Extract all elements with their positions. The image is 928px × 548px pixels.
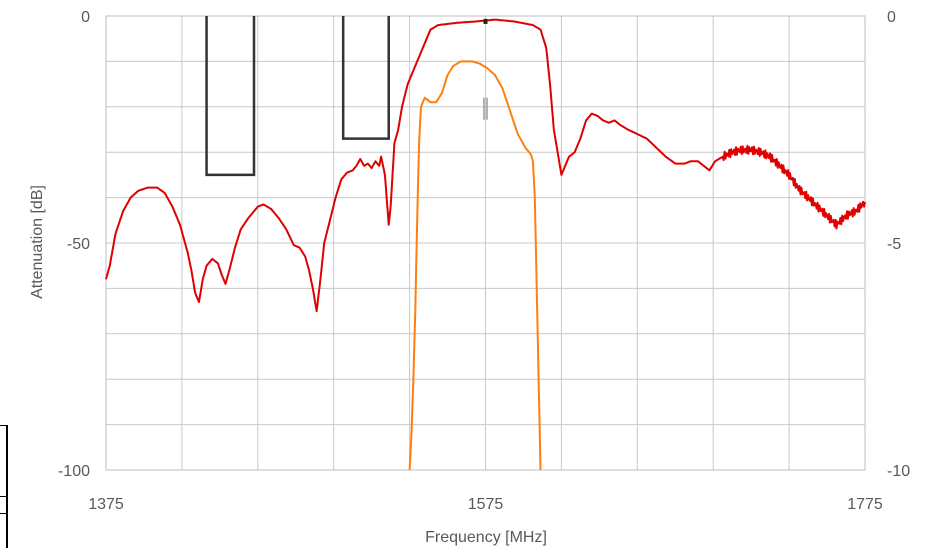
- x-tick-label: 1775: [847, 496, 883, 513]
- y-tick-label: -100: [58, 463, 90, 480]
- spec-mask: [205, 16, 256, 177]
- y2-tick-label: -5: [887, 236, 901, 253]
- y2-tick-label: -10: [887, 463, 910, 480]
- center-marker-top: [483, 18, 488, 24]
- edge-fragment: [0, 425, 8, 548]
- center-markers: [483, 18, 488, 120]
- y-tick-label: -50: [67, 236, 90, 253]
- x-axis-label: Frequency [MHz]: [425, 529, 547, 546]
- series-passband: [408, 60, 542, 471]
- grid: [105, 15, 866, 471]
- spec-masks: [205, 16, 390, 177]
- y-tick-label: 0: [81, 9, 90, 26]
- plot-frame: [105, 15, 866, 471]
- x-tick-label: 1375: [88, 496, 124, 513]
- spec-mask: [341, 16, 390, 140]
- x-tick-label: 1575: [468, 496, 504, 513]
- y-axis-label: Attenuation [dB]: [29, 185, 46, 299]
- y2-tick-label: 0: [887, 9, 896, 26]
- tick-labels: 0 -50 -100 0 -5 -10 1375 1575 1775: [58, 9, 910, 513]
